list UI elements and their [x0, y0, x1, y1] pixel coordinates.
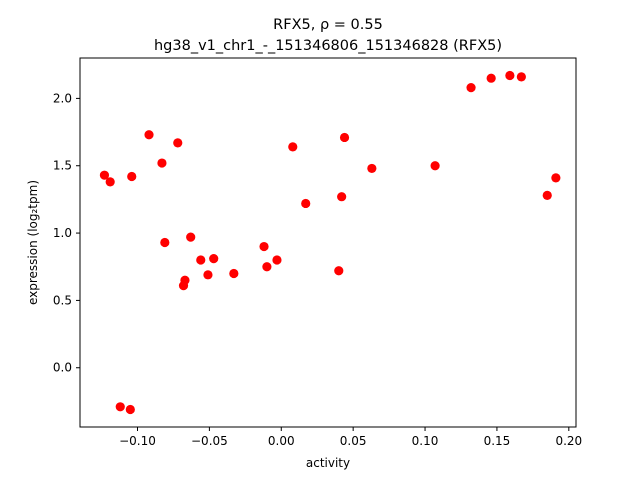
data-point-25 [430, 161, 440, 171]
x-tick-label-2: 0.00 [268, 434, 295, 448]
data-point-12 [196, 255, 206, 265]
data-point-7 [160, 237, 170, 248]
x-axis-label: activity [306, 456, 350, 470]
chart-title-line1: RFX5, ρ = 0.55 [273, 17, 383, 33]
data-point-17 [262, 262, 272, 272]
data-point-13 [203, 270, 213, 280]
x-tick-label-1: −0.05 [191, 434, 228, 448]
x-ticks: −0.10 −0.05 0.00 0.05 0.10 0.15 0.20 [119, 427, 582, 448]
data-point-18 [272, 255, 282, 265]
x-tick-label-5: 0.15 [484, 434, 511, 448]
data-point-20 [301, 198, 311, 209]
data-point-19 [288, 142, 298, 152]
y-axis-label: expression (log₂tpm) [26, 180, 40, 305]
data-point-23 [339, 132, 350, 143]
data-point-10 [180, 275, 190, 285]
data-point-27 [486, 73, 496, 83]
data-point-15 [229, 268, 239, 279]
x-tick-label-0: −0.10 [119, 434, 156, 448]
y-tick-label-0: 0.0 [53, 361, 72, 375]
data-point-8 [173, 138, 183, 148]
data-point-1 [105, 177, 115, 187]
data-point-4 [127, 171, 137, 182]
data-point-24 [367, 163, 377, 174]
data-point-0 [99, 170, 110, 180]
data-point-3 [125, 404, 135, 415]
y-ticks: 0.0 0.5 1.0 1.5 2.0 [53, 91, 80, 375]
data-point-5 [144, 130, 154, 140]
data-point-26 [466, 83, 476, 93]
data-point-31 [551, 173, 561, 183]
data-point-29 [516, 72, 526, 82]
plot-frame [79, 57, 577, 428]
data-point-2 [115, 402, 125, 412]
data-point-21 [334, 266, 344, 276]
data-point-11 [186, 232, 196, 242]
data-point-30 [542, 190, 552, 200]
y-tick-label-2: 1.0 [53, 226, 72, 240]
data-point-22 [337, 192, 347, 202]
y-tick-label-1: 0.5 [53, 293, 72, 307]
data-point-6 [157, 158, 167, 168]
data-point-16 [259, 241, 269, 252]
chart-title-line2: hg38_v1_chr1_-_151346806_151346828 (RFX5… [154, 38, 502, 54]
points-layer [99, 70, 561, 415]
y-tick-label-3: 1.5 [53, 159, 72, 173]
x-tick-label-6: 0.20 [555, 434, 582, 448]
data-point-28 [505, 70, 515, 81]
data-point-14 [209, 254, 219, 264]
x-tick-label-3: 0.05 [340, 434, 367, 448]
x-tick-label-4: 0.10 [412, 434, 439, 448]
y-tick-label-4: 2.0 [53, 91, 72, 105]
